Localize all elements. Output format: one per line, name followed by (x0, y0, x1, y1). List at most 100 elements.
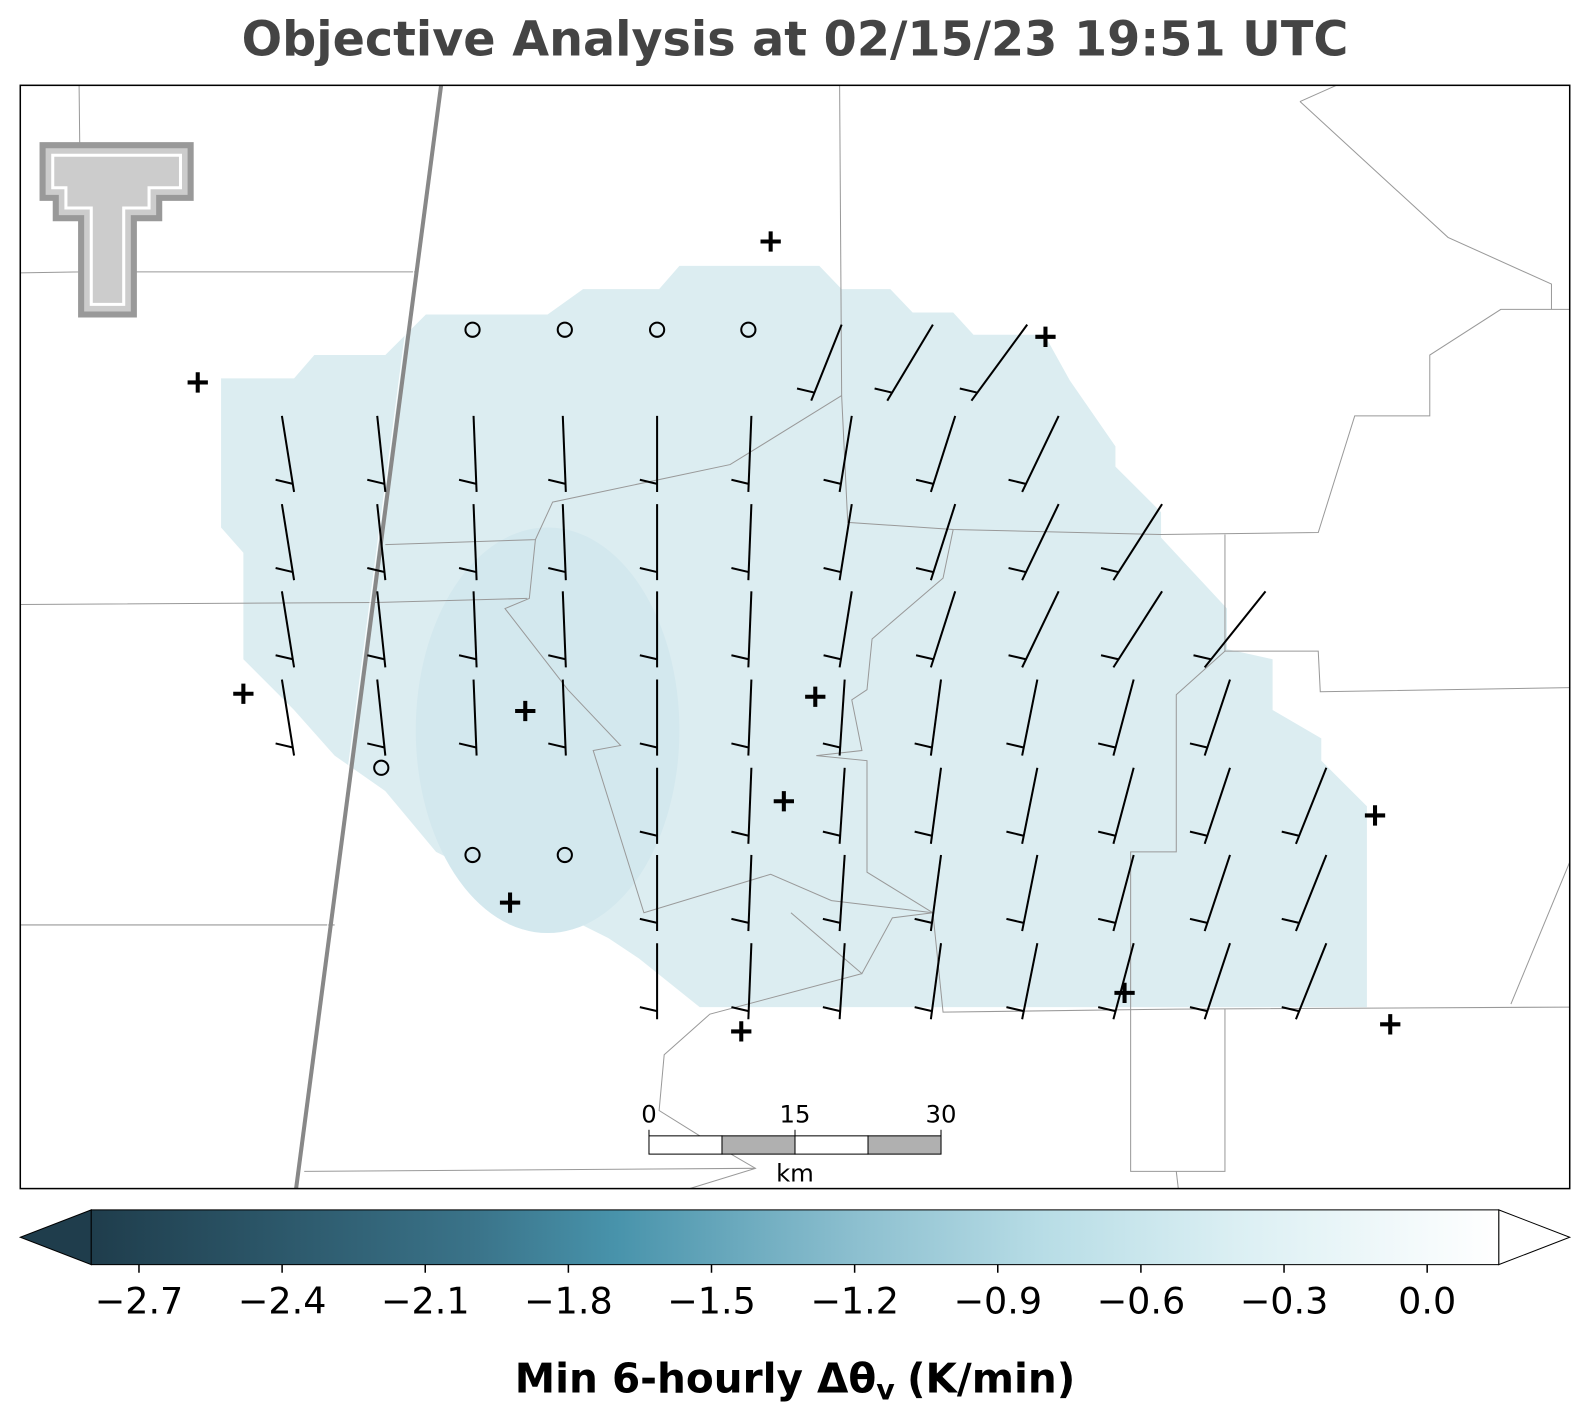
barb-flag (367, 567, 385, 574)
calm-marker (373, 759, 390, 776)
barb-staff (280, 503, 296, 581)
colorbar-tick-label: −1.8 (524, 1280, 613, 1323)
colorbar: −2.7 −2.4 −2.1 −1.8 −1.5 −1.2 −0.9 −0.6 −0.3 0.0 (18, 1209, 1572, 1323)
barb-staff (376, 415, 387, 493)
barb-staff (838, 854, 846, 932)
barb-flag (822, 830, 841, 837)
map-frame (19, 84, 1571, 1190)
barb-flag (639, 830, 658, 837)
scale-bar: 0 15 30 km (641, 1100, 956, 1188)
barb-staff (561, 679, 567, 756)
analysis-area (221, 265, 1367, 1008)
barb-flag (914, 917, 933, 924)
station-marker (499, 892, 521, 913)
barb-staff (1021, 415, 1060, 493)
barb-staff (376, 679, 387, 756)
scale-tick-label: 30 (926, 1100, 957, 1129)
barb-staff (838, 767, 846, 844)
barb-flag (639, 917, 658, 924)
colorbar-body (90, 1209, 1500, 1266)
barb-staff (1021, 503, 1060, 581)
barb-staff (1203, 679, 1231, 756)
barb-flag (822, 917, 841, 924)
barb-staff (747, 591, 753, 668)
barb-staff (1203, 854, 1231, 932)
calm-marker (556, 321, 573, 338)
barb-flag (1100, 567, 1119, 574)
colorbar-label: Min 6-hourly Δθv (K/min) (515, 1354, 1076, 1406)
station-marker (233, 683, 254, 704)
station-marker (773, 791, 794, 812)
barb-staff (1021, 767, 1039, 845)
barb-flag (731, 917, 749, 924)
barb-flag (367, 742, 385, 749)
barb-flag (639, 654, 658, 661)
barb-staff (747, 943, 753, 1020)
barb-staff (886, 324, 934, 402)
barb-staff (838, 503, 853, 581)
barb-flag (1100, 654, 1119, 661)
barb-staff (561, 504, 567, 581)
wind-barbs (187, 231, 1401, 1042)
barb-flag (1193, 654, 1211, 661)
scale-tick-label: 0 (641, 1100, 656, 1129)
calm-marker (740, 321, 757, 338)
barb-staff (1203, 942, 1231, 1020)
barb-staff (1112, 854, 1135, 932)
extend-min (18, 1209, 92, 1266)
barb-flag (1281, 830, 1300, 837)
barb-staff (1294, 767, 1328, 845)
barb-flag (458, 567, 477, 574)
barb-flag (639, 1006, 658, 1013)
colorbar-tick-label: −0.3 (1240, 1280, 1329, 1323)
label-main: Min 6-hourly Δθ (515, 1354, 877, 1402)
barb-staff (376, 591, 387, 668)
barb-staff (929, 503, 957, 581)
colorbar-tick-label: −2.1 (381, 1280, 470, 1323)
barb-staff (1112, 590, 1163, 668)
barb-staff (1021, 679, 1039, 756)
barb-flag (1097, 742, 1116, 749)
title: Objective Analysis at 02/15/23 19:51 UTC (242, 13, 1349, 68)
analysis-minimum (415, 527, 680, 934)
barb-flag (275, 654, 294, 661)
barb-flag (1189, 742, 1208, 749)
barb-flag (1006, 830, 1024, 837)
station-marker (805, 686, 826, 707)
barb-flag (548, 478, 566, 485)
barb-staff (970, 324, 1029, 402)
label-subscript: v (876, 1373, 895, 1406)
barb-staff (747, 415, 753, 492)
barb-staff (1203, 767, 1231, 845)
barb-flag (731, 567, 749, 574)
barb-flag (1006, 742, 1024, 749)
barb-staff (1294, 942, 1328, 1020)
barb-flag (823, 567, 842, 574)
colorbar-tick-label: −1.2 (810, 1280, 899, 1323)
barb-staff (747, 504, 753, 581)
label-units: (K/min) (907, 1354, 1075, 1402)
barb-flag (458, 478, 477, 485)
barb-staff (376, 504, 387, 581)
barb-staff (1112, 767, 1135, 845)
station-marker (1114, 982, 1135, 1004)
barb-flag (959, 387, 978, 394)
barb-staff (929, 591, 957, 668)
barb-staff (929, 943, 943, 1020)
barb-staff (1112, 679, 1135, 756)
barb-staff (747, 854, 753, 932)
barb-staff (561, 415, 567, 492)
basemap (19, 84, 1571, 1190)
barb-flag (548, 654, 566, 661)
barb-flag (1008, 654, 1027, 661)
calm-marker (464, 321, 481, 338)
scale-segment (794, 1135, 869, 1155)
barb-flag (1189, 830, 1208, 837)
barb-flag (915, 567, 934, 574)
barb-flag (639, 742, 658, 749)
barb-flag (458, 654, 477, 661)
colorbar-tick-label: −2.4 (238, 1280, 327, 1323)
barb-flag (1006, 1006, 1024, 1013)
barb-staff (1021, 942, 1039, 1020)
barb-staff (280, 679, 296, 756)
